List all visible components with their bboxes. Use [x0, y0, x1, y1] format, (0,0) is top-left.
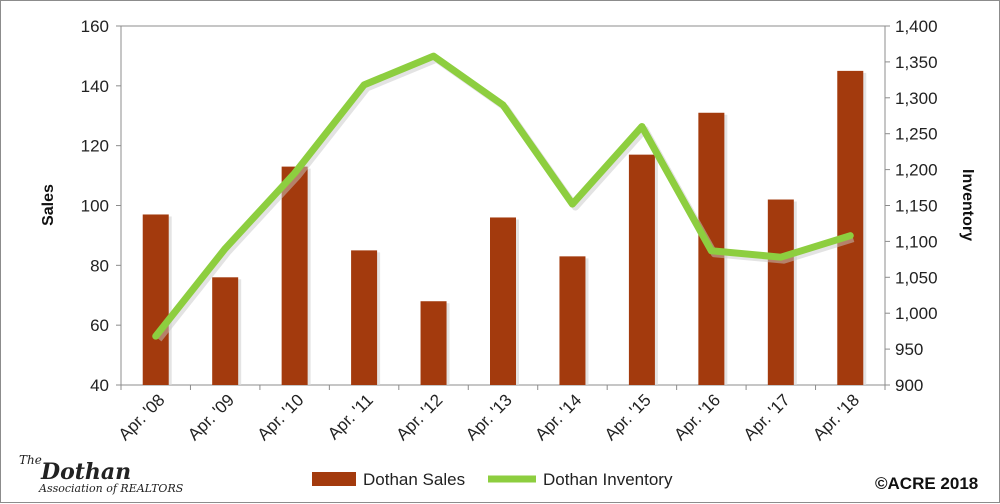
sales-bar [281, 166, 308, 385]
legend: Dothan Sales Dothan Inventory [312, 470, 673, 489]
logo-line-3: Association of REALTORS [38, 482, 184, 495]
x-tick-label: Apr. '15 [601, 390, 655, 444]
y2-axis-title: Inventory [959, 169, 976, 241]
copyright-text: ©ACRE 2018 [875, 474, 978, 493]
x-tick-label: Apr. '09 [184, 390, 238, 444]
y2-tick-label: 1,050 [895, 268, 938, 287]
y-tick-label: 140 [81, 77, 109, 96]
left-axis-ticks: 40 60 80 100 120 140 160 [81, 17, 121, 395]
right-axis-ticks: 900 950 1,000 1,050 1,100 1,150 1,200 1,250 1,30… [885, 17, 938, 395]
sales-bar [420, 301, 447, 385]
y-axis-title: Sales [40, 184, 57, 226]
sales-bar [767, 199, 794, 385]
logo-line-2: Dothan [40, 459, 131, 485]
y2-tick-label: 1,250 [895, 125, 938, 144]
x-tick-label: Apr. '14 [531, 390, 585, 444]
y-tick-label: 120 [81, 137, 109, 156]
sales-bar [142, 214, 169, 385]
y2-tick-label: 1,200 [895, 161, 938, 180]
y2-tick-label: 1,300 [895, 89, 938, 108]
y2-tick-label: 1,000 [895, 304, 938, 323]
sales-bar [628, 154, 655, 385]
sales-bar [351, 250, 378, 385]
y2-tick-label: 1,100 [895, 232, 938, 251]
y2-tick-label: 1,150 [895, 197, 938, 216]
y-tick-label: 160 [81, 17, 109, 36]
y-tick-label: 60 [90, 316, 109, 335]
y-tick-label: 40 [90, 376, 109, 395]
inventory-line-path [152, 52, 854, 340]
sales-bar [559, 256, 586, 385]
legend-inventory-label: Dothan Inventory [543, 470, 673, 489]
x-tick-label: Apr. '10 [254, 390, 308, 444]
sales-bar [837, 70, 864, 385]
sales-bars [142, 70, 867, 385]
y-tick-label: 80 [90, 256, 109, 275]
y2-tick-label: 950 [895, 340, 923, 359]
legend-sales-swatch [312, 472, 356, 486]
legend-sales-label: Dothan Sales [363, 470, 465, 489]
x-axis-ticks: Apr. '08 Apr. '09 Apr. '10 Apr. '11 Apr. '12… [115, 385, 886, 444]
y2-tick-label: 1,350 [895, 53, 938, 72]
x-tick-label: Apr. '12 [393, 390, 447, 444]
inventory-line [152, 52, 855, 342]
y2-tick-label: 900 [895, 376, 923, 395]
logo-line-1: The [19, 453, 42, 467]
y-tick-label: 100 [81, 197, 109, 216]
y2-tick-label: 1,400 [895, 17, 938, 36]
x-tick-label: Apr. '08 [115, 390, 169, 444]
sales-bar [490, 217, 516, 385]
sales-bar [212, 277, 239, 385]
x-tick-label: Apr. '18 [809, 390, 863, 444]
x-tick-label: Apr. '16 [670, 390, 724, 444]
x-tick-label: Apr. '11 [324, 390, 377, 443]
x-tick-label: Apr. '17 [740, 390, 794, 444]
x-tick-label: Apr. '13 [462, 390, 516, 444]
realtors-logo: The Dothan Association of REALTORS [19, 453, 184, 495]
